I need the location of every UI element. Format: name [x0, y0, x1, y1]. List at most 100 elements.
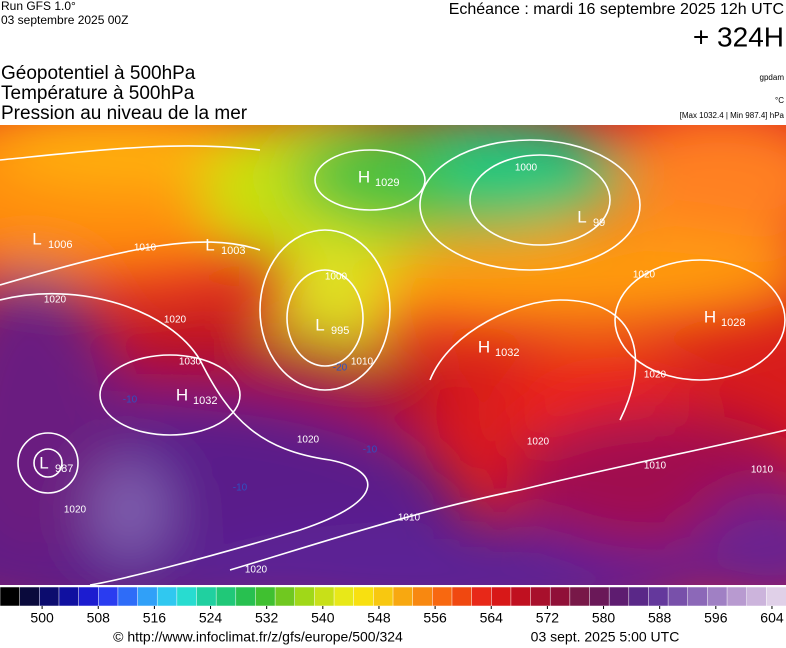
isobars: [0, 139, 786, 585]
colorbar-swatch: [471, 586, 493, 607]
colorbar-swatch: [98, 586, 119, 607]
unit-label: °C: [775, 96, 784, 105]
colorbar-tick-label: 516: [143, 610, 167, 626]
isobar-label: 1010: [134, 243, 157, 254]
center-letter: H: [478, 337, 490, 356]
colorbar-tick-label: 500: [30, 610, 54, 626]
colorbar-swatch: [746, 586, 768, 607]
isobar-label: -20: [333, 363, 348, 374]
unit-label: gpdam: [760, 73, 785, 82]
isobar-label: 1020: [164, 315, 187, 326]
isobar-label: 1020: [245, 565, 268, 576]
colorbar-swatch: [117, 586, 139, 607]
colorbar-swatch: [707, 586, 728, 607]
colorbar-swatch: [235, 586, 257, 607]
colorbar-swatch: [19, 586, 41, 607]
colorbar-swatch: [373, 586, 394, 607]
colorbar-swatch: [589, 586, 610, 607]
center-pressure: 1003: [221, 245, 245, 257]
colorbar-tick-label: 548: [367, 610, 391, 626]
colorbar-swatch: [628, 586, 650, 607]
colorbar-swatch: [392, 586, 414, 607]
center-pressure: 1006: [48, 239, 72, 251]
isobar-label: 1020: [44, 295, 67, 306]
isobar-label: 1030: [179, 357, 202, 368]
center-letter: L: [39, 453, 48, 472]
center-pressure: 1032: [193, 395, 217, 407]
colorbar-swatch: [156, 586, 178, 607]
colorbar-swatch: [78, 586, 99, 607]
colorbar-swatch: [766, 586, 786, 607]
colorbar-tick-label: 524: [199, 610, 223, 626]
isobar-label: -10: [363, 445, 378, 456]
forecast-time: Echéance : mardi 16 septembre 2025 12h U…: [449, 1, 784, 18]
generated-time: 03 sept. 2025 5:00 UTC: [531, 629, 680, 645]
isobar-label: 1010: [644, 461, 667, 472]
center-letter: L: [205, 235, 214, 254]
colorbar-swatch: [255, 586, 276, 607]
colorbar-tick-label: 564: [480, 610, 504, 626]
isobar-label: 1020: [297, 435, 320, 446]
center-letter: H: [704, 307, 716, 326]
colorbar-tick-label: 572: [536, 610, 560, 626]
run-label: Run GFS 1.0°: [1, 0, 76, 13]
colorbar-swatch: [58, 586, 80, 607]
unit-label: [Max 1032.4 | Min 987.4] hPa: [680, 111, 785, 120]
center-pressure: 99: [593, 217, 605, 229]
isobar-label: 1010: [351, 357, 374, 368]
colorbar-swatch: [491, 586, 512, 607]
center-pressure: 1032: [495, 347, 519, 359]
colorbar-swatch: [667, 586, 689, 607]
colorbar-tick-label: 556: [423, 610, 447, 626]
isobar-label: 1000: [515, 163, 538, 174]
isobar-label: 1020: [633, 270, 656, 281]
colorbar-swatch: [176, 586, 198, 607]
isobar-label: 1010: [751, 465, 774, 476]
colorbar-swatch: [196, 586, 217, 607]
colorbar-tick-label: 596: [704, 610, 728, 626]
colorbar-swatch: [333, 586, 355, 607]
source-credit: © http://www.infoclimat.fr/z/gfs/europe/…: [113, 629, 403, 645]
center-letter: H: [176, 385, 188, 404]
isobar-label: 1010: [398, 513, 421, 524]
run-date: 03 septembre 2025 00Z: [1, 13, 128, 27]
colorbar-swatch: [353, 586, 375, 607]
colorbar-tick-label: 588: [648, 610, 672, 626]
colorbar-swatch: [530, 586, 551, 607]
field-name: Température à 500hPa: [1, 83, 195, 104]
lead-time: + 324H: [693, 21, 784, 52]
colorbar-swatch: [294, 586, 316, 607]
isobar-label: 1020: [527, 437, 550, 448]
colorbar-swatch: [314, 586, 335, 607]
isobar-label: 1020: [644, 370, 667, 381]
colorbar-tick-label: 532: [255, 610, 279, 626]
center-pressure: 1029: [375, 177, 399, 189]
isobar-label: -10: [123, 395, 138, 406]
colorbar-swatch: [608, 586, 630, 607]
colorbar-swatch: [215, 586, 237, 607]
colorbar-swatch: [726, 586, 748, 607]
center-letter: H: [358, 167, 370, 186]
colorbar-tick-label: 604: [760, 610, 784, 626]
colorbar-tick-label: 540: [311, 610, 335, 626]
colorbar-swatch: [39, 586, 60, 607]
colorbar-swatch: [451, 586, 473, 607]
colorbar-tick-label: 580: [592, 610, 616, 626]
colorbar-swatch: [274, 586, 296, 607]
field-name: Pression au niveau de la mer: [1, 103, 248, 124]
center-pressure: 1028: [721, 317, 745, 329]
colorbar-swatch: [648, 586, 669, 607]
colorbar-swatch: [569, 586, 591, 607]
colorbar-swatch: [137, 586, 158, 607]
map-field: [0, 125, 786, 585]
center-letter: L: [577, 207, 586, 226]
colorbar-swatch: [549, 586, 571, 607]
colorbar-tick-label: 508: [87, 610, 111, 626]
center-pressure: 987: [55, 463, 73, 475]
center-pressure: 995: [331, 325, 349, 337]
isobar-label: 1000: [325, 272, 348, 283]
center-letter: L: [315, 315, 324, 334]
isobar-label: -10: [233, 483, 248, 494]
